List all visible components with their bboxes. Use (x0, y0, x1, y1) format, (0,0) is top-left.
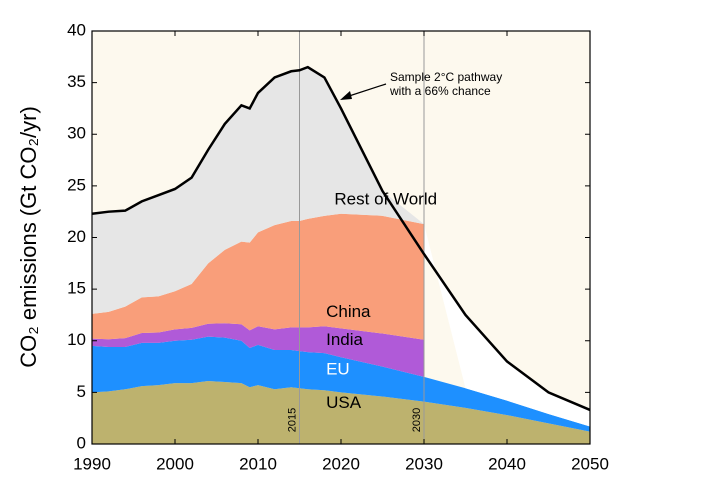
x-tick-label: 2010 (239, 454, 277, 473)
x-tick-label: 1990 (73, 454, 111, 473)
area (92, 323, 424, 377)
annotation: Sample 2°C pathway (390, 70, 502, 84)
y-tick-label: 35 (67, 72, 86, 91)
x-tick-label: 2000 (156, 454, 194, 473)
annotation: with a 66% chance (389, 84, 491, 98)
x-tick-label: 2050 (571, 454, 609, 473)
annotation-arrowhead (340, 91, 352, 100)
series-label: India (326, 330, 363, 349)
y-tick-label: 30 (67, 124, 86, 143)
future-region (424, 224, 590, 427)
y-tick-label: 5 (77, 382, 86, 401)
x-tick-label: 2030 (405, 454, 443, 473)
y-tick-label: 40 (67, 20, 86, 39)
area (92, 336, 590, 432)
series-label: Rest of World (334, 190, 437, 209)
y-tick-label: 20 (67, 227, 86, 246)
x-tick-label: 2040 (488, 454, 526, 473)
series-label: USA (326, 393, 362, 412)
marker-label: 2030 (411, 408, 423, 432)
area (92, 213, 424, 340)
y-tick-label: 25 (67, 175, 86, 194)
x-tick-label: 2020 (322, 454, 360, 473)
y-tick-label: 15 (67, 279, 86, 298)
area (92, 67, 424, 314)
marker-label: 2015 (286, 408, 298, 432)
pathway-line (91, 65, 591, 412)
series-label: China (326, 302, 371, 321)
annotation-arrow (345, 83, 387, 98)
y-axis-label: CO₂ emissions (Gt CO₂/yr) (16, 106, 41, 368)
y-tick-label: 0 (77, 433, 86, 452)
y-tick-label: 10 (67, 330, 86, 349)
area (92, 381, 590, 444)
series-label: EU (326, 359, 350, 378)
